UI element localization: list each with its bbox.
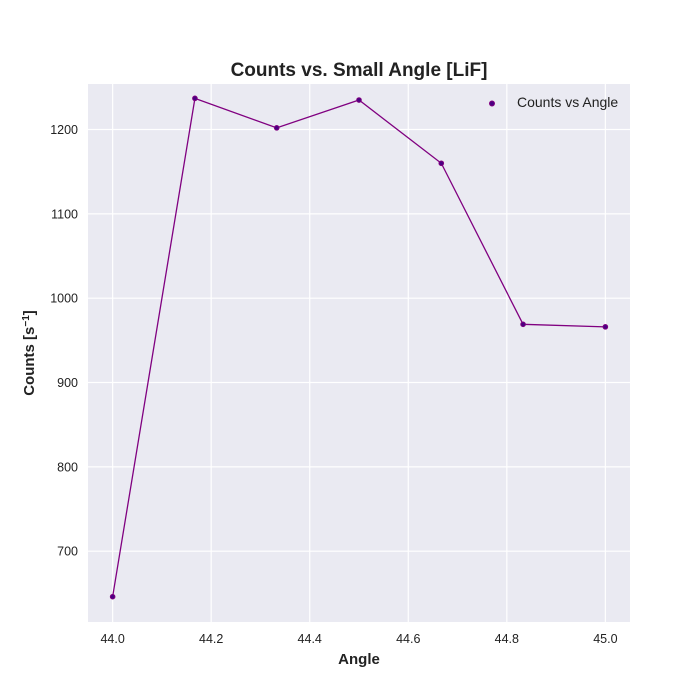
x-tick-label: 45.0 bbox=[593, 632, 617, 646]
x-tick-label: 44.4 bbox=[298, 632, 322, 646]
y-tick-label: 1000 bbox=[50, 292, 78, 306]
data-point bbox=[109, 593, 116, 600]
data-point bbox=[520, 321, 526, 328]
y-tick-label: 800 bbox=[57, 460, 78, 474]
data-point bbox=[602, 324, 609, 330]
chart-title: Counts vs. Small Angle [LiF] bbox=[231, 60, 488, 81]
y-axis: 700 800 900 1000 1100 1200 bbox=[50, 123, 78, 559]
data-point bbox=[192, 95, 198, 102]
data-point bbox=[273, 125, 280, 131]
y-axis-label: Counts [s−1] bbox=[21, 310, 39, 396]
y-axis-label-superscript: −1 bbox=[21, 315, 32, 327]
y-axis-label-close: ] bbox=[21, 310, 38, 315]
x-tick-label: 44.8 bbox=[495, 632, 519, 646]
x-tick-label: 44.6 bbox=[396, 632, 420, 646]
x-axis-label: Angle bbox=[338, 651, 380, 668]
plot-area bbox=[88, 84, 630, 622]
y-tick-label: 1100 bbox=[51, 207, 78, 221]
x-tick-label: 44.0 bbox=[100, 632, 124, 646]
y-tick-label: 1200 bbox=[50, 123, 78, 137]
grid-lines bbox=[88, 84, 630, 622]
x-axis: 44.0 44.2 44.4 44.6 44.8 45.0 bbox=[100, 632, 617, 646]
data-point bbox=[438, 160, 445, 167]
y-tick-label: 700 bbox=[57, 545, 78, 559]
x-tick-label: 44.2 bbox=[199, 632, 223, 646]
data-point bbox=[356, 97, 362, 103]
legend: Counts vs Angle bbox=[489, 94, 618, 110]
y-axis-label-main: Counts [s bbox=[21, 327, 38, 396]
legend-label: Counts vs Angle bbox=[517, 94, 618, 110]
y-tick-label: 900 bbox=[57, 376, 78, 390]
legend-marker bbox=[489, 100, 495, 107]
series-layer bbox=[109, 95, 609, 600]
